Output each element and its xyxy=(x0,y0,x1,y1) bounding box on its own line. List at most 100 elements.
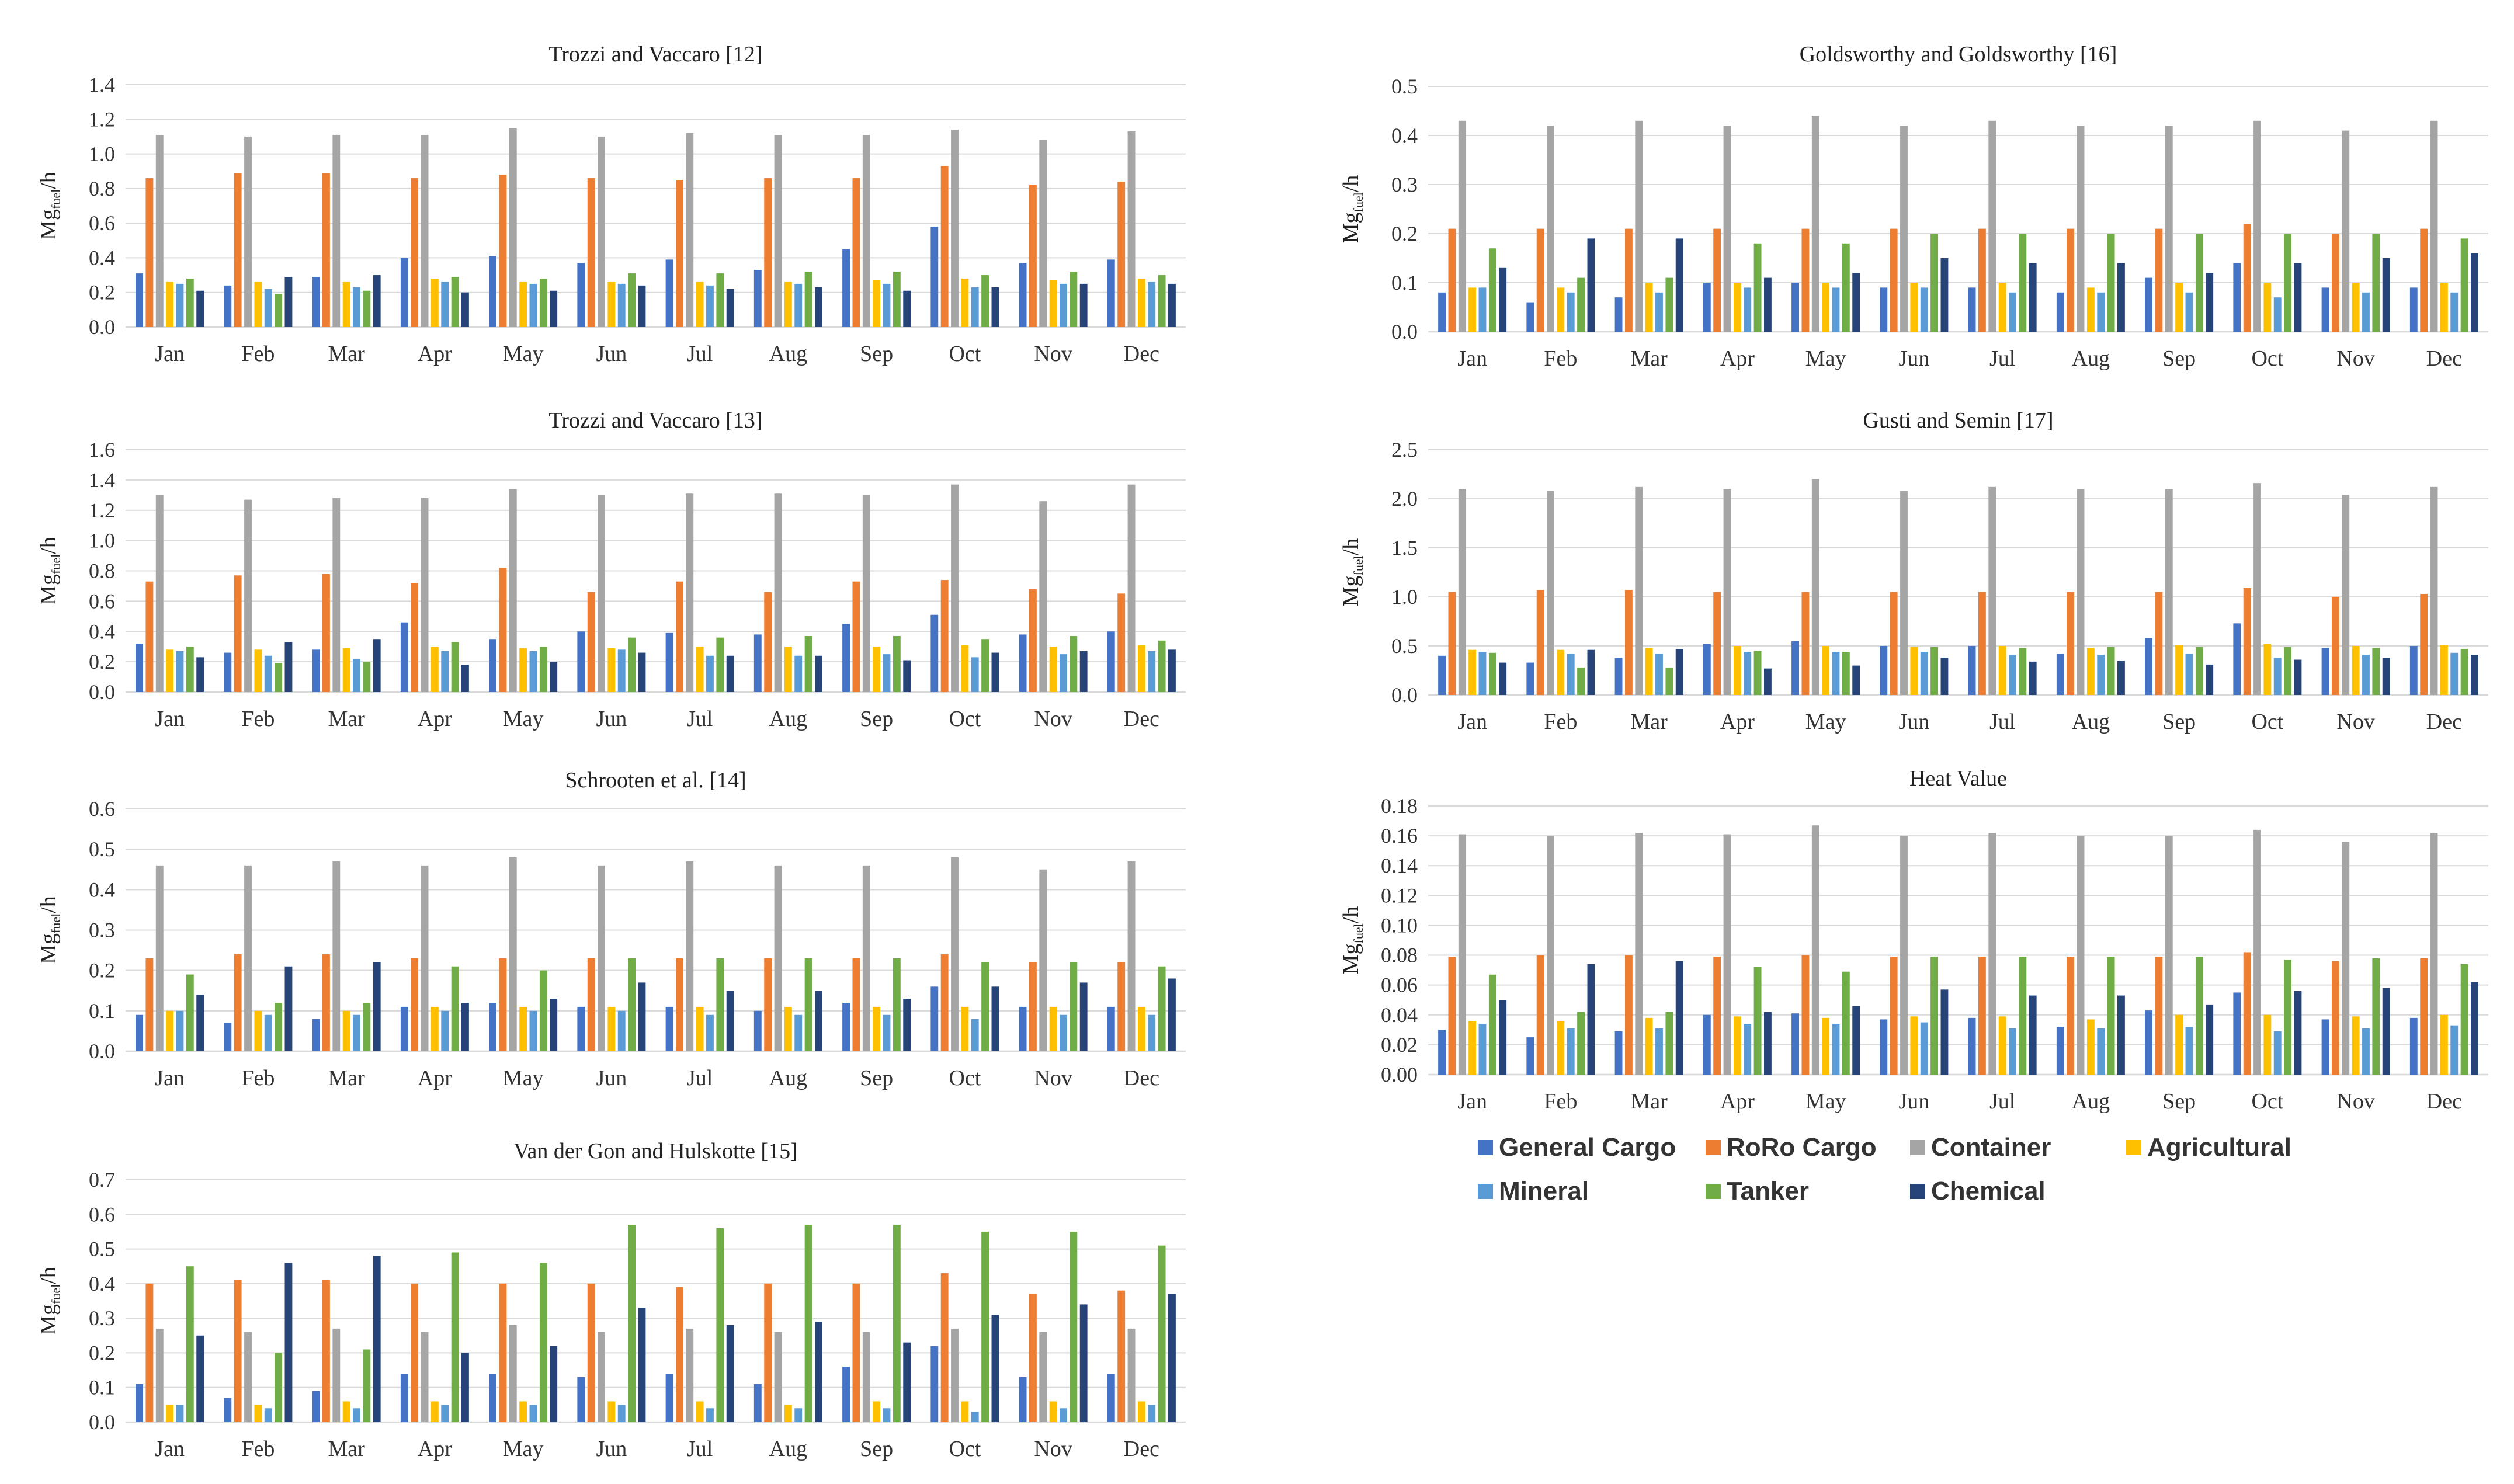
bar-roro-cargo-jan xyxy=(145,178,154,327)
chart-trozzi-and-vaccaro-12: Trozzi and Vaccaro [12] 0.0 0.2 0.4 0.6 0.8 1.… xyxy=(36,42,1186,366)
bar-roro-cargo-jun xyxy=(587,592,595,692)
x-tick-label: Jun xyxy=(596,1066,627,1090)
bar-roro-cargo-apr xyxy=(1713,228,1721,332)
bar-tanker-jun xyxy=(628,273,636,327)
bar-roro-cargo-sep xyxy=(2155,228,2163,332)
y-tick-label: 0.8 xyxy=(89,177,115,200)
bar-agricultural-jan xyxy=(1468,287,1477,332)
bar-mineral-mar xyxy=(353,658,360,692)
bar-roro-cargo-dec xyxy=(2420,228,2428,332)
bar-mineral-nov xyxy=(1060,283,1067,327)
bar-general-cargo-feb xyxy=(1526,662,1534,695)
bar-roro-cargo-aug xyxy=(764,592,772,692)
x-tick-label: May xyxy=(503,1437,544,1461)
x-tick-label: May xyxy=(1805,346,1846,371)
bar-roro-cargo-feb xyxy=(234,575,242,692)
bar-container-aug xyxy=(774,134,782,327)
bar-general-cargo-may xyxy=(489,1374,496,1422)
bar-agricultural-sep xyxy=(873,1006,881,1051)
bar-agricultural-aug xyxy=(2086,648,2095,695)
bar-mineral-apr xyxy=(441,651,449,692)
bar-agricultural-apr xyxy=(430,647,439,692)
bar-container-nov xyxy=(1039,1332,1047,1422)
bar-mineral-aug xyxy=(794,283,803,327)
bar-agricultural-jan xyxy=(166,281,174,327)
bar-roro-cargo-sep xyxy=(852,1283,860,1422)
bar-roro-cargo-sep xyxy=(2155,592,2163,695)
bar-agricultural-aug xyxy=(784,281,792,327)
chart-schrooten-et-al-14: Schrooten et al. [14] 0.0 0.1 0.2 0.3 0.4 0.5 0… xyxy=(36,768,1186,1090)
bar-general-cargo-aug xyxy=(753,1010,762,1051)
bar-roro-cargo-may xyxy=(1801,955,1810,1075)
bar-container-nov xyxy=(1039,501,1047,692)
bar-tanker-feb xyxy=(1577,277,1585,332)
bar-agricultural-feb xyxy=(254,649,262,692)
bar-general-cargo-nov xyxy=(2321,648,2329,695)
bar-roro-cargo-jun xyxy=(1890,592,1898,695)
y-tick-label: 0.5 xyxy=(1391,75,1418,98)
bar-agricultural-aug xyxy=(2086,287,2095,332)
bar-chemical-jan xyxy=(196,657,204,692)
bar-chemical-nov xyxy=(1079,651,1088,692)
bar-mineral-jan xyxy=(1478,652,1487,695)
bar-chemical-nov xyxy=(1079,982,1088,1051)
bar-roro-cargo-jan xyxy=(145,958,154,1051)
y-tick-label: 0.06 xyxy=(1381,974,1418,997)
bar-container-jul xyxy=(1988,486,1996,695)
bar-mineral-feb xyxy=(1567,1028,1575,1075)
bar-agricultural-feb xyxy=(254,1405,262,1422)
bar-chemical-apr xyxy=(461,1003,469,1051)
bar-chemical-jul xyxy=(726,289,734,327)
bar-mineral-oct xyxy=(2273,658,2282,695)
bar-container-apr xyxy=(1723,834,1731,1075)
bar-tanker-jun xyxy=(628,1225,636,1422)
bar-chemical-feb xyxy=(1587,964,1595,1075)
legend-item-tanker: Tanker xyxy=(1706,1177,1809,1206)
bar-roro-cargo-mar xyxy=(1624,228,1633,332)
x-tick-label: Feb xyxy=(1544,1089,1577,1114)
x-tick-label: Jun xyxy=(1898,1089,1929,1114)
bar-roro-cargo-oct xyxy=(940,166,949,327)
bar-container-jan xyxy=(1458,489,1466,695)
bar-agricultural-jul xyxy=(1998,646,2006,695)
bar-container-dec xyxy=(1127,861,1136,1051)
bar-roro-cargo-may xyxy=(1801,228,1810,332)
bar-mineral-jul xyxy=(2009,292,2016,332)
bar-chemical-may xyxy=(550,1346,558,1422)
bar-general-cargo-jan xyxy=(136,644,143,692)
bar-roro-cargo-apr xyxy=(1713,592,1721,695)
x-tick-label: Nov xyxy=(1034,1437,1072,1461)
bar-general-cargo-dec xyxy=(1107,259,1115,327)
bar-chemical-feb xyxy=(1587,649,1595,695)
bar-tanker-aug xyxy=(804,636,812,692)
bar-general-cargo-oct xyxy=(930,986,939,1051)
bar-chemical-dec xyxy=(1168,978,1176,1051)
x-tick-label: Sep xyxy=(860,1066,893,1090)
bar-agricultural-nov xyxy=(2352,646,2360,695)
x-tick-label: Jan xyxy=(1457,346,1487,371)
bar-mineral-mar xyxy=(353,1408,360,1422)
bar-container-dec xyxy=(1127,131,1136,328)
bar-roro-cargo-dec xyxy=(1117,593,1126,692)
bar-mineral-jul xyxy=(706,655,714,692)
bar-agricultural-sep xyxy=(2175,283,2183,332)
y-tick-label: 0.2 xyxy=(89,650,115,673)
x-tick-label: Sep xyxy=(860,707,893,731)
bar-roro-cargo-may xyxy=(499,958,507,1051)
y-tick-label: 0.4 xyxy=(89,1272,115,1295)
bar-agricultural-may xyxy=(519,1006,527,1051)
x-tick-label: Nov xyxy=(1034,1066,1072,1090)
bar-chemical-jun xyxy=(638,982,646,1051)
y-tick-label: 0.04 xyxy=(1381,1003,1418,1027)
bar-agricultural-dec xyxy=(2440,645,2448,695)
bar-general-cargo-nov xyxy=(1019,1377,1027,1422)
bar-tanker-oct xyxy=(981,639,989,692)
y-axis-label: Mgfuel/h xyxy=(36,1267,63,1335)
bar-container-nov xyxy=(1039,140,1047,327)
bar-tanker-nov xyxy=(1070,1231,1078,1422)
x-tick-label: Jul xyxy=(687,1437,713,1461)
x-tick-label: Nov xyxy=(1034,342,1072,366)
bar-tanker-nov xyxy=(1070,272,1078,327)
bar-mineral-jan xyxy=(1478,1024,1487,1075)
bar-agricultural-aug xyxy=(784,1006,792,1051)
